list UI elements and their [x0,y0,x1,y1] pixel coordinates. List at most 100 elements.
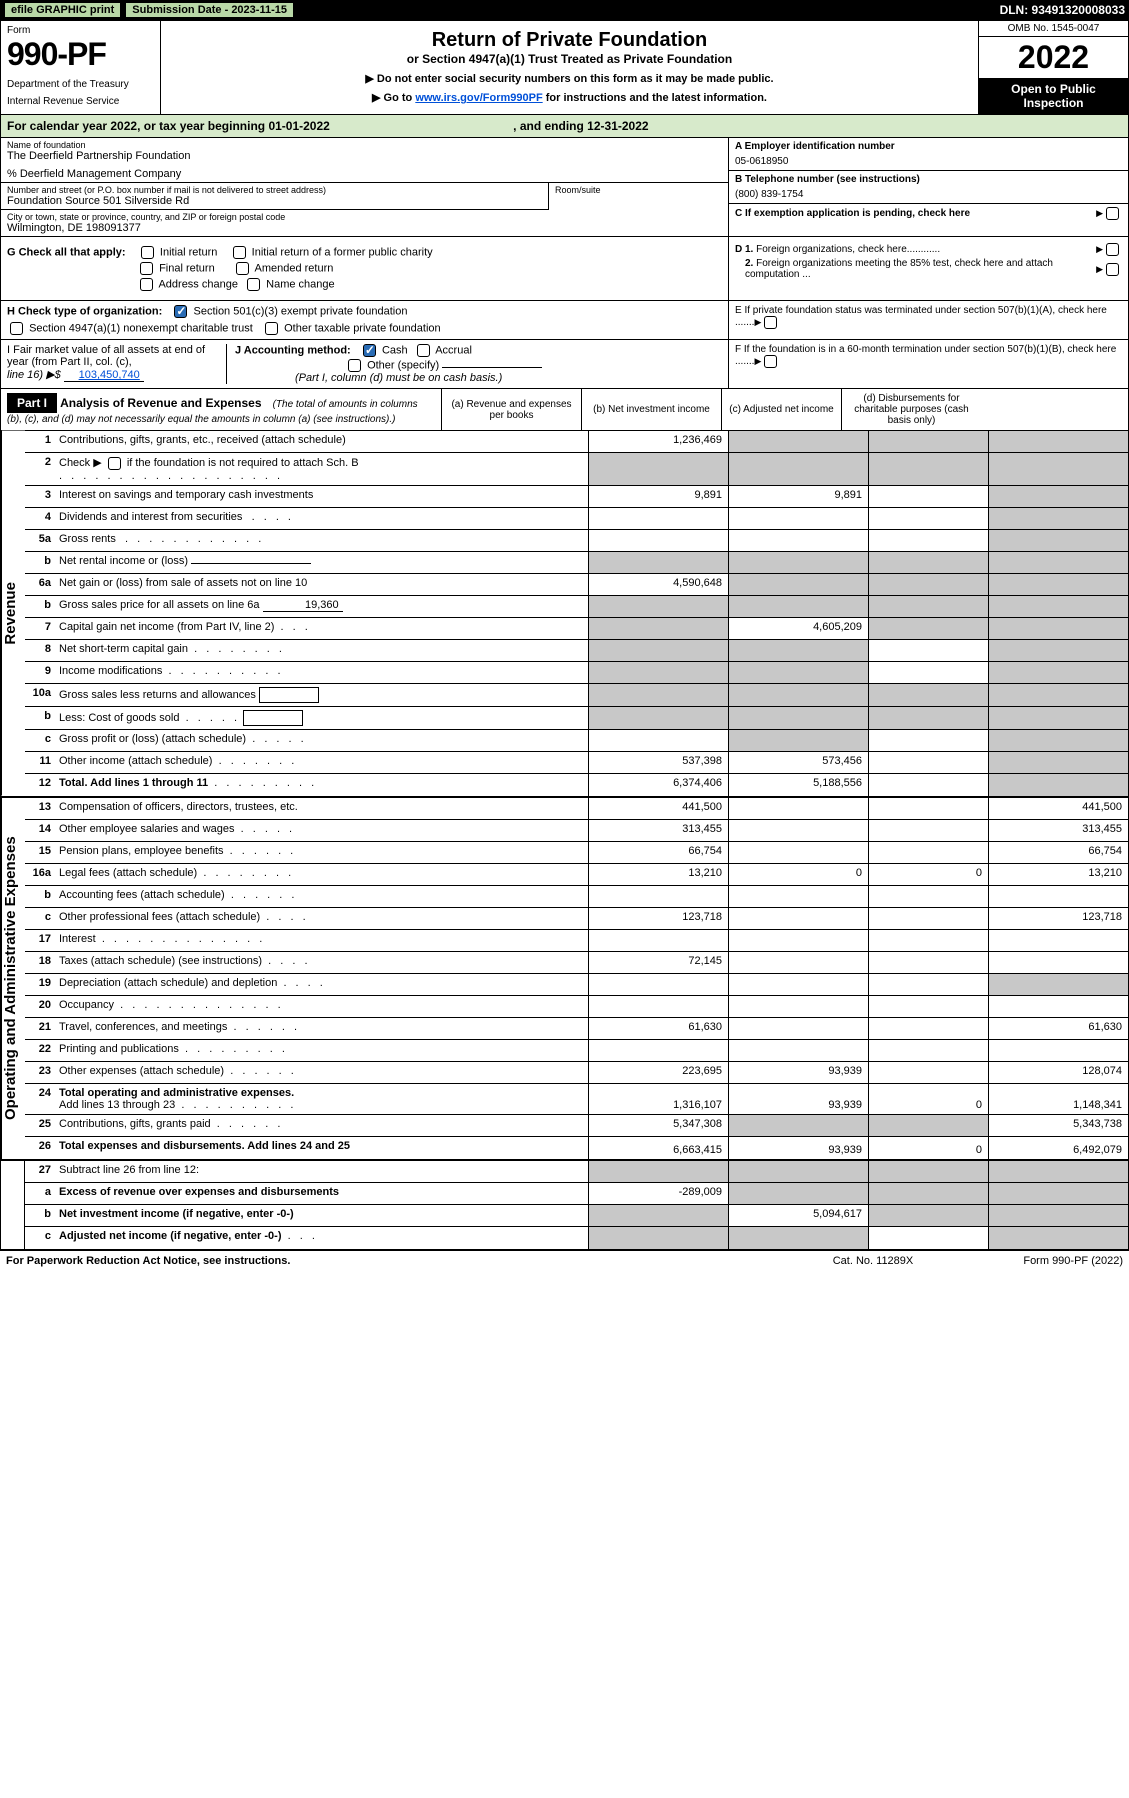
line-16c: c Other professional fees (attach schedu… [25,908,1128,930]
checkbox-accrual[interactable] [417,344,430,357]
col-a-header: (a) Revenue and expenses per books [441,389,581,430]
form-subtitle: or Section 4947(a)(1) Trust Treated as P… [171,52,968,66]
submission-date: Submission Date - 2023-11-15 [125,2,294,18]
line-9: 9 Income modifications . . . . . . . . .… [25,662,1128,684]
line-26: 26 Total expenses and disbursements. Add… [25,1137,1128,1159]
checkbox-c[interactable] [1106,207,1119,220]
checkbox-d1[interactable] [1106,243,1119,256]
tax-year: 2022 [979,37,1128,78]
checkbox-sch-b[interactable] [108,457,121,470]
line-5a: 5a Gross rents . . . . . . . . . . . . [25,530,1128,552]
checkbox-other-method[interactable] [348,359,361,372]
part1-label: Part I [7,393,57,413]
f-section: F If the foundation is in a 60-month ter… [728,340,1128,388]
city-row: City or town, state or province, country… [1,210,728,236]
page-footer: For Paperwork Reduction Act Notice, see … [0,1251,1129,1271]
top-bar: efile GRAPHIC print Submission Date - 20… [0,0,1129,20]
line-7: 7 Capital gain net income (from Part IV,… [25,618,1128,640]
line-10b: b Less: Cost of goods sold . . . . . [25,707,1128,730]
line-19: 19 Depreciation (attach schedule) and de… [25,974,1128,996]
header-right: OMB No. 1545-0047 2022 Open to Public In… [978,21,1128,114]
line-2: 2 Check ▶ if the foundation is not requi… [25,453,1128,486]
line27-section: 27 Subtract line 26 from line 12: a Exce… [1,1161,1128,1250]
checkbox-name-change[interactable] [247,278,260,291]
cat-number: Cat. No. 11289X [773,1255,973,1267]
header-left: Form 990-PF Department of the Treasury I… [1,21,161,114]
line-27c: c Adjusted net income (if negative, ente… [25,1227,1128,1249]
line-16b: b Accounting fees (attach schedule) . . … [25,886,1128,908]
line-20: 20 Occupancy . . . . . . . . . . . . . . [25,996,1128,1018]
form-container: Form 990-PF Department of the Treasury I… [0,20,1129,1251]
form-ref: Form 990-PF (2022) [973,1255,1123,1267]
line-14: 14 Other employee salaries and wages . .… [25,820,1128,842]
checkbox-d2[interactable] [1106,263,1119,276]
dln: DLN: 93491320008033 [1000,3,1125,17]
checkbox-amended[interactable] [236,262,249,275]
info-block: Name of foundation The Deerfield Partner… [1,138,1128,237]
form-header: Form 990-PF Department of the Treasury I… [1,21,1128,115]
expenses-label: Operating and Administrative Expenses [1,798,25,1159]
form-title: Return of Private Foundation [171,29,968,52]
header-mid: Return of Private Foundation or Section … [161,21,978,114]
h-left: H Check type of organization: Section 50… [1,301,728,339]
line-4: 4 Dividends and interest from securities… [25,508,1128,530]
phone-row: B Telephone number (see instructions) (8… [729,171,1128,204]
room-suite: Room/suite [548,183,728,210]
line-21: 21 Travel, conferences, and meetings . .… [25,1018,1128,1040]
line-27: 27 Subtract line 26 from line 12: [25,1161,1128,1183]
efile-print-button[interactable]: efile GRAPHIC print [4,2,121,18]
expenses-section: Operating and Administrative Expenses 13… [1,798,1128,1161]
ein-row: A Employer identification number 05-0618… [729,138,1128,171]
checkbox-f[interactable] [764,355,777,368]
line-12: 12 Total. Add lines 1 through 11 . . . .… [25,774,1128,796]
line-11: 11 Other income (attach schedule) . . . … [25,752,1128,774]
checkbox-501c3[interactable] [174,305,187,318]
checkbox-final[interactable] [140,262,153,275]
g-left: G Check all that apply: Initial return I… [1,237,728,300]
arrow-icon [754,356,761,367]
checkbox-e[interactable] [764,316,777,329]
exemption-row: C If exemption application is pending, c… [729,204,1128,223]
checkbox-initial-former[interactable] [233,246,246,259]
line-8: 8 Net short-term capital gain . . . . . … [25,640,1128,662]
col-c-header: (c) Adjusted net income [721,389,841,430]
note-link: ▶ Go to www.irs.gov/Form990PF for instru… [171,91,968,104]
irs-label: Internal Revenue Service [7,96,154,107]
form-label: Form [7,25,154,36]
checkbox-initial[interactable] [141,246,154,259]
checkbox-cash[interactable] [363,344,376,357]
checkbox-other-tax[interactable] [265,322,278,335]
irs-link[interactable]: www.irs.gov/Form990PF [415,92,542,104]
open-inspection: Open to Public Inspection [979,78,1128,114]
d-section: D 1. D 1. Foreign organizations, check h… [728,237,1128,300]
col-d-header: (d) Disbursements for charitable purpose… [841,389,981,430]
arrow-icon [1096,264,1103,275]
line-25: 25 Contributions, gifts, grants paid . .… [25,1115,1128,1137]
dept-treasury: Department of the Treasury [7,79,154,90]
line-17: 17 Interest . . . . . . . . . . . . . . [25,930,1128,952]
line-10c: c Gross profit or (loss) (attach schedul… [25,730,1128,752]
checkbox-4947[interactable] [10,322,23,335]
omb-number: OMB No. 1545-0047 [979,21,1128,37]
ij-left: I Fair market value of all assets at end… [1,340,728,388]
calendar-year-row: For calendar year 2022, or tax year begi… [1,115,1128,138]
h-section: H Check type of organization: Section 50… [1,301,1128,340]
line-22: 22 Printing and publications . . . . . .… [25,1040,1128,1062]
arrow-icon [1096,208,1103,219]
ij-section: I Fair market value of all assets at end… [1,340,1128,389]
foundation-name-row: Name of foundation The Deerfield Partner… [1,138,728,183]
line-1: 1 Contributions, gifts, grants, etc., re… [25,431,1128,453]
line-16a: 16a Legal fees (attach schedule) . . . .… [25,864,1128,886]
line-6b: b Gross sales price for all assets on li… [25,596,1128,618]
line-18: 18 Taxes (attach schedule) (see instruct… [25,952,1128,974]
fmv-link[interactable]: 103,450,740 [64,369,144,382]
col-b-header: (b) Net investment income [581,389,721,430]
checkbox-address[interactable] [140,278,153,291]
arrow-icon [754,317,761,328]
paperwork-notice: For Paperwork Reduction Act Notice, see … [6,1255,773,1267]
line-15: 15 Pension plans, employee benefits . . … [25,842,1128,864]
info-left: Name of foundation The Deerfield Partner… [1,138,728,236]
note-ssn: ▶ Do not enter social security numbers o… [171,72,968,85]
part1-header: Part I Analysis of Revenue and Expenses … [1,389,1128,431]
line-13: 13 Compensation of officers, directors, … [25,798,1128,820]
